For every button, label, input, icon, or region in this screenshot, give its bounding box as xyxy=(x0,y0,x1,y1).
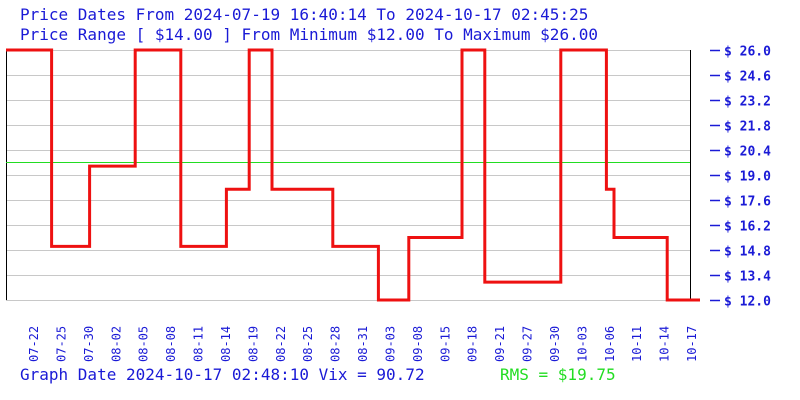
chart-axes xyxy=(6,50,691,300)
x-tick-label: 07-25 xyxy=(54,326,68,362)
price-range-header: Price Range [ $14.00 ] From Minimum $12.… xyxy=(20,25,598,44)
x-tick-label: 08-08 xyxy=(164,326,178,362)
price-dates-header: Price Dates From 2024-07-19 16:40:14 To … xyxy=(20,5,589,24)
rms-label: RMS = $19.75 xyxy=(500,365,616,384)
x-tick-label: 08-22 xyxy=(274,326,288,362)
x-tick-label: 07-22 xyxy=(27,326,41,362)
x-tick-label: 10-06 xyxy=(603,326,617,362)
x-tick-label: 08-11 xyxy=(192,326,206,362)
y-tick-label: $ 14.8 xyxy=(724,245,771,260)
y-tick-label: $ 20.4 xyxy=(724,145,771,160)
y-tick-label: $ 12.0 xyxy=(724,295,771,310)
y-tick-label: $ 21.8 xyxy=(724,120,771,135)
x-tick-label: 10-11 xyxy=(630,326,644,362)
x-tick-label: 09-21 xyxy=(493,326,507,362)
x-tick-label: 09-30 xyxy=(548,326,562,362)
x-tick-label: 08-14 xyxy=(219,326,233,362)
x-tick-label: 09-08 xyxy=(411,326,425,362)
x-axis-ticks: 07-22 07-25 07-30 08-02 08-05 08-08 08-11 08-14… xyxy=(27,326,699,362)
x-tick-label: 09-18 xyxy=(466,326,480,362)
price-series-layer xyxy=(6,48,700,302)
x-tick-label: 09-03 xyxy=(383,326,397,362)
x-tick-label: 07-30 xyxy=(82,326,96,362)
grid-lines xyxy=(6,50,690,301)
x-tick-label: 08-05 xyxy=(137,326,151,362)
x-tick-label: 10-14 xyxy=(658,326,672,362)
x-tick-label: 08-31 xyxy=(356,326,370,362)
x-tick-label: 08-28 xyxy=(329,326,343,362)
y-tick-label: $ 13.4 xyxy=(724,270,771,285)
y-axis-ticks: $ 26.0 $ 24.6 $ 23.2 $ 21.8 $ 20.4 $ 19.0 $ 17… xyxy=(710,45,771,310)
graph-date-footer: Graph Date 2024-10-17 02:48:10 Vix = 90.… xyxy=(20,365,425,384)
x-tick-label: 08-02 xyxy=(109,326,123,362)
x-tick-label: 10-17 xyxy=(685,326,699,362)
x-tick-label: 10-03 xyxy=(575,326,589,362)
price-step-line xyxy=(6,48,700,302)
y-tick-label: $ 24.6 xyxy=(724,70,771,85)
x-tick-label: 08-19 xyxy=(246,326,260,362)
y-tick-label: $ 26.0 xyxy=(724,45,771,60)
x-tick-label: 09-15 xyxy=(438,326,452,362)
y-tick-label: $ 23.2 xyxy=(724,95,771,110)
x-tick-label: 09-27 xyxy=(521,326,535,362)
y-tick-label: $ 19.0 xyxy=(724,170,771,185)
y-tick-label: $ 17.6 xyxy=(724,195,771,210)
y-tick-label: $ 16.2 xyxy=(724,220,771,235)
x-tick-label: 08-25 xyxy=(301,326,315,362)
